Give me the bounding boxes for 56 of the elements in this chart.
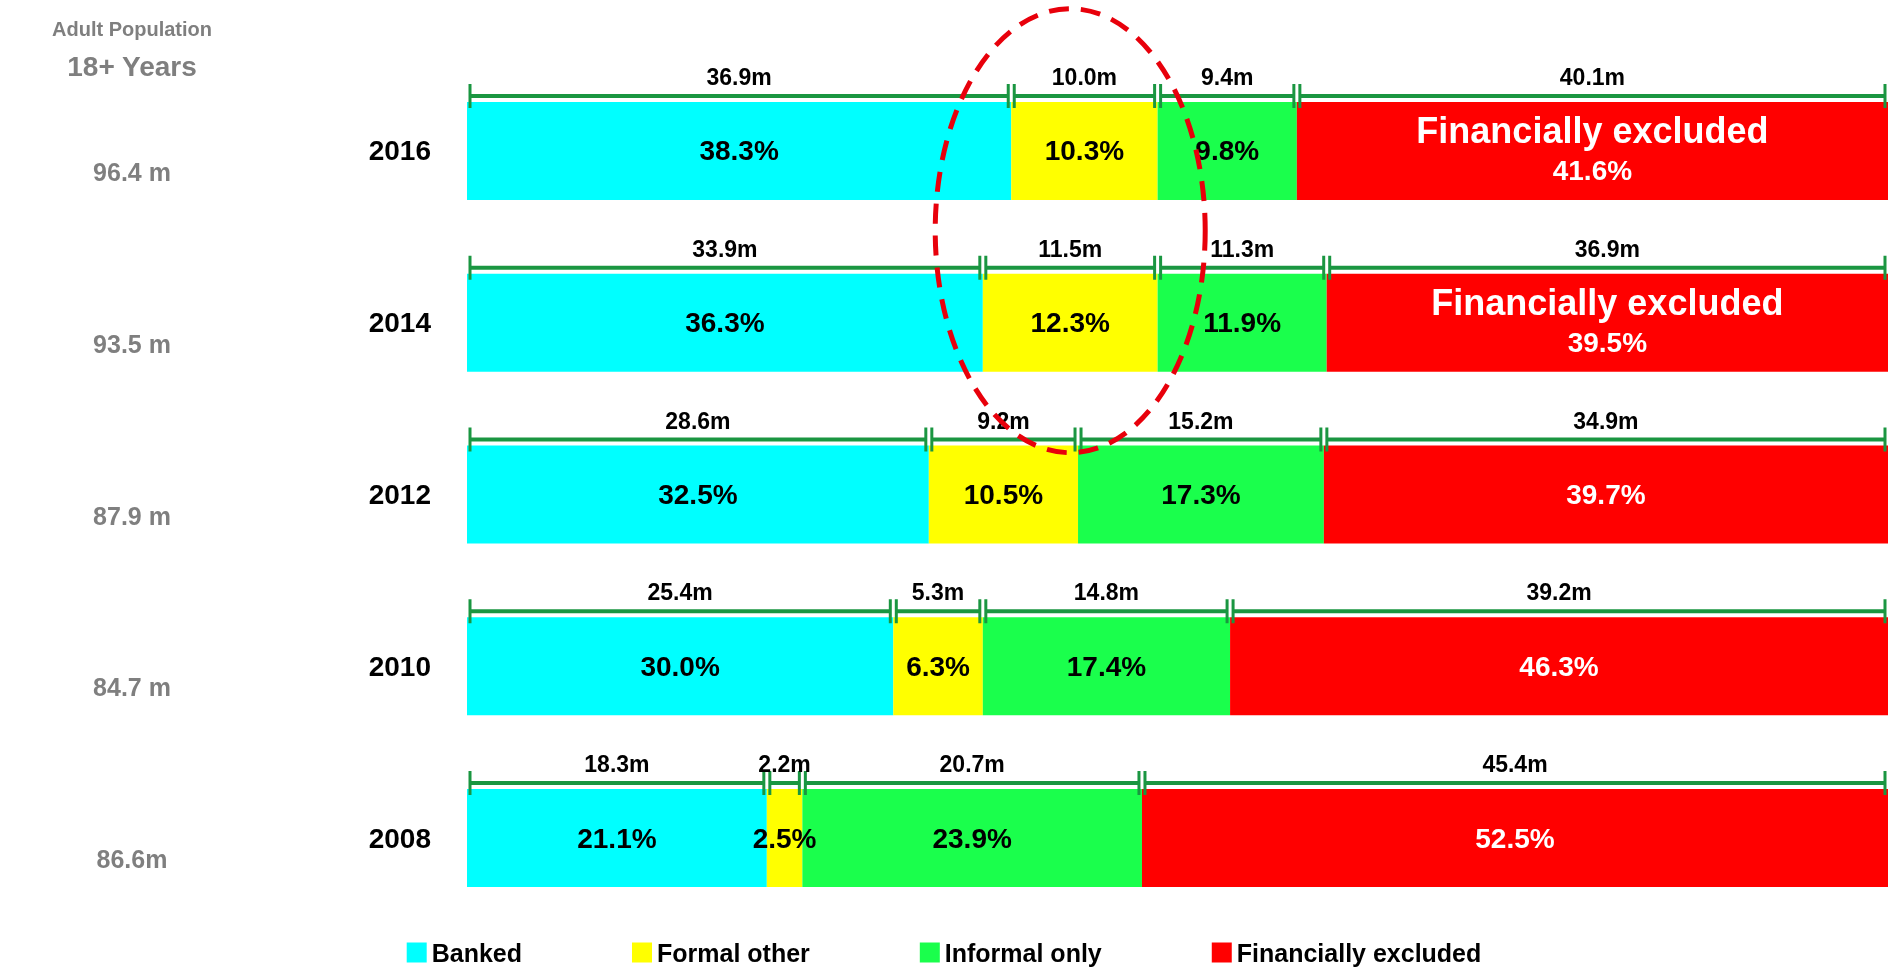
annotation: 5.3m: [911, 579, 965, 606]
data-label: 23.9%: [932, 822, 1012, 854]
annotation: 11.5m: [1038, 235, 1103, 262]
data-label: 11.9%: [1203, 307, 1282, 339]
y-tick-label: 2016: [368, 135, 431, 167]
text: 96.4 m: [93, 157, 171, 186]
data-label: 10.5%: [963, 479, 1044, 510]
data-label: 32.5%: [658, 479, 738, 510]
legend-label: Informal only: [944, 938, 1102, 967]
annotation: 14.8m: [1073, 579, 1140, 606]
annotation: 25.4m: [647, 579, 713, 606]
text: 87.9 m: [93, 501, 171, 530]
annotation: 28.6m: [665, 407, 731, 434]
annotation: 2.2m: [758, 751, 811, 778]
data-label: 12.3%: [1030, 307, 1111, 339]
annotation: 39.2m: [1526, 579, 1592, 606]
data-label: 17.3%: [1161, 479, 1241, 510]
data-label: 46.3%: [1519, 650, 1599, 682]
y-tick-label: 2014: [368, 307, 432, 339]
annotation: 33.9m: [692, 235, 758, 262]
data-label: 38.3%: [699, 135, 779, 167]
annotation: 36.9m: [706, 63, 772, 90]
annotation: 34.9m: [1573, 407, 1639, 434]
annotation: Financially excluded: [1431, 281, 1784, 323]
data-label: 10.3%: [1044, 135, 1125, 167]
data-label: 30.0%: [640, 650, 720, 682]
annotation: 11.3m: [1210, 235, 1275, 262]
legend-label: Financially excluded: [1236, 938, 1482, 967]
data-label: 9.8%: [1195, 135, 1260, 167]
annotation: 9.4m: [1201, 63, 1254, 90]
data-label: 39.5%: [1567, 327, 1648, 359]
legend-label: Banked: [431, 938, 523, 967]
text: 84.7 m: [93, 673, 171, 702]
data-label: 6.3%: [906, 650, 971, 682]
y-tick-label: 2008: [368, 822, 431, 854]
annotation: 20.7m: [939, 751, 1005, 778]
data-label: 39.7%: [1566, 479, 1646, 510]
annotation: 40.1m: [1559, 63, 1626, 90]
annotation: Financially excluded: [1416, 109, 1769, 151]
y-tick-label: 2012: [368, 479, 431, 510]
data-label: 52.5%: [1475, 822, 1555, 854]
text: 86.6m: [96, 845, 168, 874]
annotation: 36.9m: [1574, 235, 1640, 262]
text: Adult Population: [52, 18, 212, 40]
data-label: 36.3%: [685, 307, 765, 339]
annotation: 10.0m: [1051, 63, 1118, 90]
data-label: 21.1%: [577, 822, 657, 854]
annotation: 18.3m: [584, 751, 650, 778]
data-label: 17.4%: [1066, 650, 1147, 682]
text: 93.5 m: [93, 329, 171, 358]
text: 18+ Years: [67, 51, 197, 82]
annotation: 45.4m: [1482, 751, 1548, 778]
data-label: 41.6%: [1552, 155, 1633, 187]
annotation: 15.2m: [1168, 407, 1234, 434]
legend-label: Formal other: [657, 938, 811, 967]
y-tick-label: 2010: [368, 650, 431, 682]
